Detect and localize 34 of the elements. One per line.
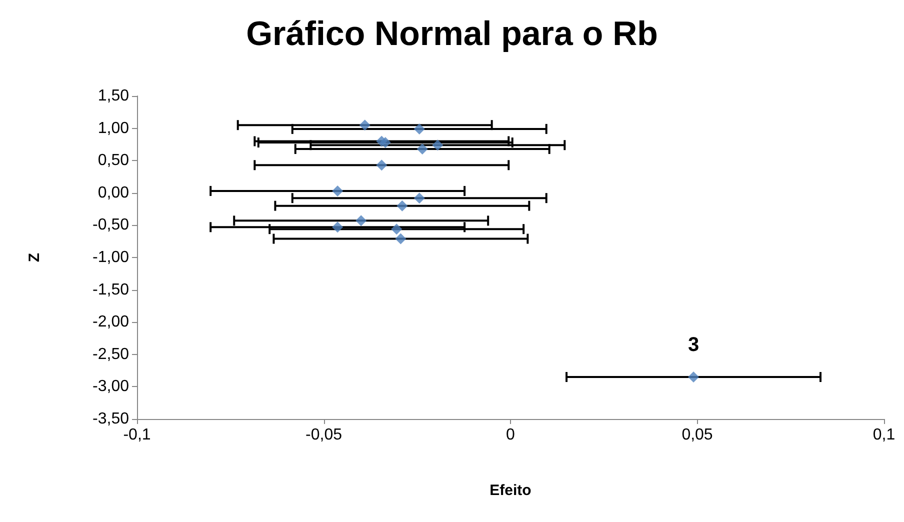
x-tick-label: 0,1 — [872, 426, 896, 444]
point — [416, 143, 428, 154]
point — [688, 372, 700, 383]
point — [332, 222, 344, 233]
y-tick-label: -2,50 — [92, 346, 130, 363]
point — [332, 185, 344, 196]
y-tick-label: -3,00 — [92, 378, 130, 396]
point — [414, 192, 425, 204]
point — [391, 224, 402, 235]
point — [359, 120, 370, 131]
y-tick-label: -1,50 — [92, 281, 130, 298]
y-axis-title: Z — [26, 252, 43, 262]
x-tick-label: 0 — [506, 426, 516, 444]
y-tick-label: -3,50 — [92, 410, 130, 428]
y-tick-label: 0,50 — [98, 152, 130, 170]
y-tick-label: 1,50 — [98, 88, 130, 104]
point — [380, 137, 391, 148]
point — [356, 215, 367, 226]
y-tick-label: 0,00 — [98, 184, 130, 202]
point — [414, 123, 425, 134]
point — [376, 160, 388, 171]
point — [396, 200, 408, 212]
annotation: 3 — [688, 334, 700, 356]
point — [395, 233, 406, 244]
y-tick-label: -0,50 — [92, 216, 130, 234]
chart-title: Gráfico Normal para o Rb — [246, 15, 658, 53]
point — [432, 140, 444, 151]
x-tick-label: -0,1 — [123, 426, 151, 444]
y-tick-label: 1,00 — [98, 120, 130, 137]
y-tick-label: -2,00 — [92, 314, 130, 331]
x-axis-title: Efeito — [490, 482, 532, 499]
y-tick-label: -1,00 — [92, 249, 130, 266]
x-tick-label: 0,05 — [682, 426, 713, 444]
x-tick-label: -0,05 — [306, 426, 342, 444]
